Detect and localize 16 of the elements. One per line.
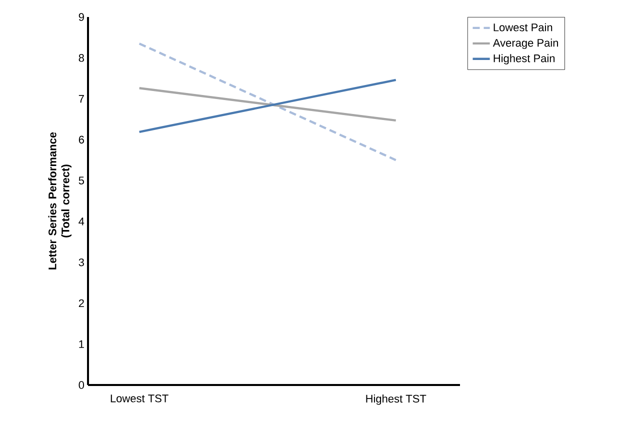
x-tick-label: Lowest TST [110,394,168,402]
legend-label: Highest Pain [494,54,555,64]
y-tick-label: 1 [79,340,84,348]
y-tick-label: 9 [78,13,84,21]
y-tick-label: 0 [78,381,84,389]
y-tick-label: 5 [78,176,84,184]
y-tick-label: 2 [78,299,84,308]
legend-label: Average Pain [492,38,558,49]
x-tick-label: Highest TST [366,394,426,405]
y-tick-label: 8 [78,54,84,62]
legend-label: Lowest Pain [494,23,552,32]
y-tick-label: 3 [78,258,84,266]
y-tick-label: 6 [78,136,84,144]
y-tick-label: 4 [78,218,84,226]
y-axis-title: Letter Series Performance (Total correct) [48,132,72,270]
y-tick-label: 7 [78,95,84,103]
